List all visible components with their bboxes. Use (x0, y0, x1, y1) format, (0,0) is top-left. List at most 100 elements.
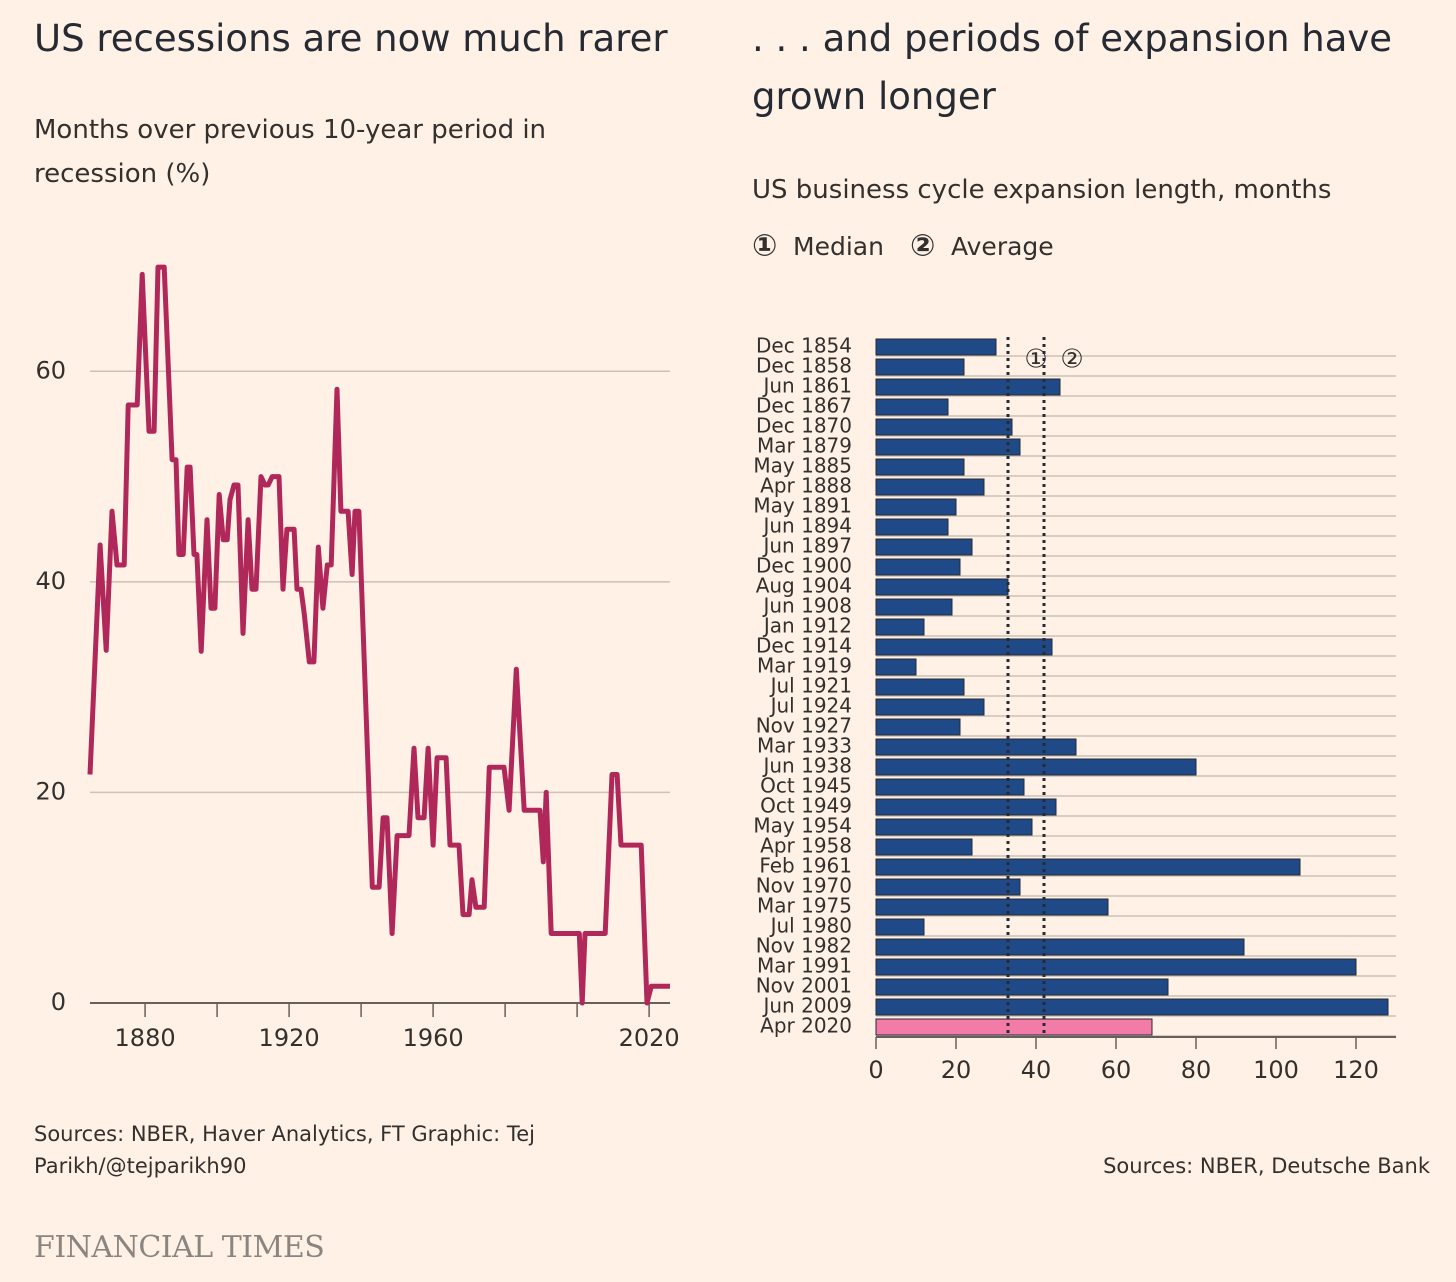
category-label: Nov 1927 (756, 714, 852, 738)
x-tick-label: 80 (1181, 1056, 1212, 1084)
category-label: Dec 1900 (756, 554, 852, 578)
bar (875, 1018, 1153, 1036)
x-tick-label: 1960 (403, 1024, 464, 1052)
bar (875, 538, 973, 556)
category-label: Mar 1991 (757, 954, 852, 978)
bar (875, 378, 1061, 396)
category-label: Jun 1908 (761, 594, 852, 618)
x-tick-label: 40 (1021, 1056, 1052, 1084)
y-tick-label: 0 (51, 988, 66, 1016)
left-source: Sources: NBER, Haver Analytics, FT Graph… (34, 1122, 535, 1178)
legend-label: Average (951, 232, 1054, 261)
bar (875, 938, 1245, 956)
bar (875, 478, 985, 496)
bar (875, 878, 1021, 896)
bar (875, 558, 961, 576)
x-tick-label: 1880 (115, 1024, 176, 1052)
bar (875, 598, 953, 616)
category-label: Dec 1854 (756, 334, 852, 358)
category-label: Feb 1961 (759, 854, 852, 878)
category-label: May 1954 (753, 814, 852, 838)
bar (875, 678, 965, 696)
bar (875, 438, 1021, 456)
bar (875, 498, 957, 516)
category-label: Jul 1921 (769, 674, 852, 698)
bar (875, 578, 1009, 596)
x-tick-label: 60 (1101, 1056, 1132, 1084)
x-tick-label: 20 (941, 1056, 972, 1084)
bar (875, 818, 1033, 836)
category-label: Apr 2020 (760, 1014, 852, 1038)
category-label: Nov 2001 (756, 974, 852, 998)
y-tick-label: 40 (35, 567, 66, 595)
bar (875, 758, 1197, 776)
bar (875, 518, 949, 536)
category-label: Mar 1919 (757, 654, 852, 678)
x-tick-label: 120 (1333, 1056, 1379, 1084)
category-label: May 1891 (753, 494, 852, 518)
legend-symbol: ① (752, 229, 777, 264)
category-label: Dec 1858 (756, 354, 852, 378)
right-title: . . . and periods of expansion have grow… (752, 17, 1393, 118)
bar (875, 718, 961, 736)
category-label: Nov 1970 (756, 874, 852, 898)
bar (875, 998, 1389, 1016)
bar (875, 658, 917, 676)
bar (875, 398, 949, 416)
category-label: May 1885 (753, 454, 852, 478)
x-tick-label: 100 (1253, 1056, 1299, 1084)
bar (875, 698, 985, 716)
category-label: Mar 1975 (757, 894, 852, 918)
bar (875, 738, 1077, 756)
category-label: Jun 1861 (761, 374, 852, 398)
y-tick-label: 60 (35, 356, 66, 384)
category-label: Oct 1949 (760, 794, 852, 818)
category-label: Dec 1914 (756, 634, 852, 658)
bar (875, 778, 1025, 796)
category-label: Jun 1894 (761, 514, 852, 538)
category-label: Jun 2009 (761, 994, 852, 1018)
legend-symbol: ② (910, 229, 935, 264)
bar (875, 978, 1169, 996)
x-tick-label: 0 (868, 1056, 883, 1084)
category-label: Jun 1938 (761, 754, 852, 778)
ft-logo: FINANCIAL TIMES (34, 1230, 325, 1265)
bar (875, 418, 1013, 436)
bar (875, 358, 965, 376)
bar (875, 838, 973, 856)
right-subtitle: US business cycle expansion length, mont… (752, 175, 1332, 205)
y-tick-label: 20 (35, 777, 66, 805)
left-title: US recessions are now much rarer (34, 17, 668, 60)
category-label: Dec 1870 (756, 414, 852, 438)
bar (875, 458, 965, 476)
category-label: Mar 1879 (757, 434, 852, 458)
category-label: Mar 1933 (757, 734, 852, 758)
bar (875, 618, 925, 636)
category-label: Jul 1924 (769, 694, 852, 718)
bar (875, 858, 1301, 876)
category-label: Dec 1867 (756, 394, 852, 418)
x-tick-label: 2020 (619, 1024, 680, 1052)
right-source: Sources: NBER, Deutsche Bank (1103, 1154, 1430, 1178)
category-label: Jul 1980 (769, 914, 852, 938)
category-label: Nov 1982 (756, 934, 852, 958)
category-label: Oct 1945 (760, 774, 852, 798)
left-subtitle: Months over previous 10-year period in r… (34, 115, 547, 189)
bar (875, 898, 1109, 916)
category-label: Apr 1888 (760, 474, 852, 498)
category-label: Aug 1904 (756, 574, 852, 598)
category-label: Jun 1897 (761, 534, 852, 558)
category-label: Apr 1958 (760, 834, 852, 858)
bar (875, 918, 925, 936)
bar (875, 338, 997, 356)
bar (875, 958, 1357, 976)
reference-symbol: ① (1024, 345, 1047, 375)
line (87, 264, 670, 1006)
category-label: Jan 1912 (762, 614, 852, 638)
reference-symbol: ② (1060, 345, 1083, 375)
x-tick-label: 1920 (259, 1024, 320, 1052)
legend-label: Median (793, 232, 884, 261)
bar (875, 638, 1053, 656)
